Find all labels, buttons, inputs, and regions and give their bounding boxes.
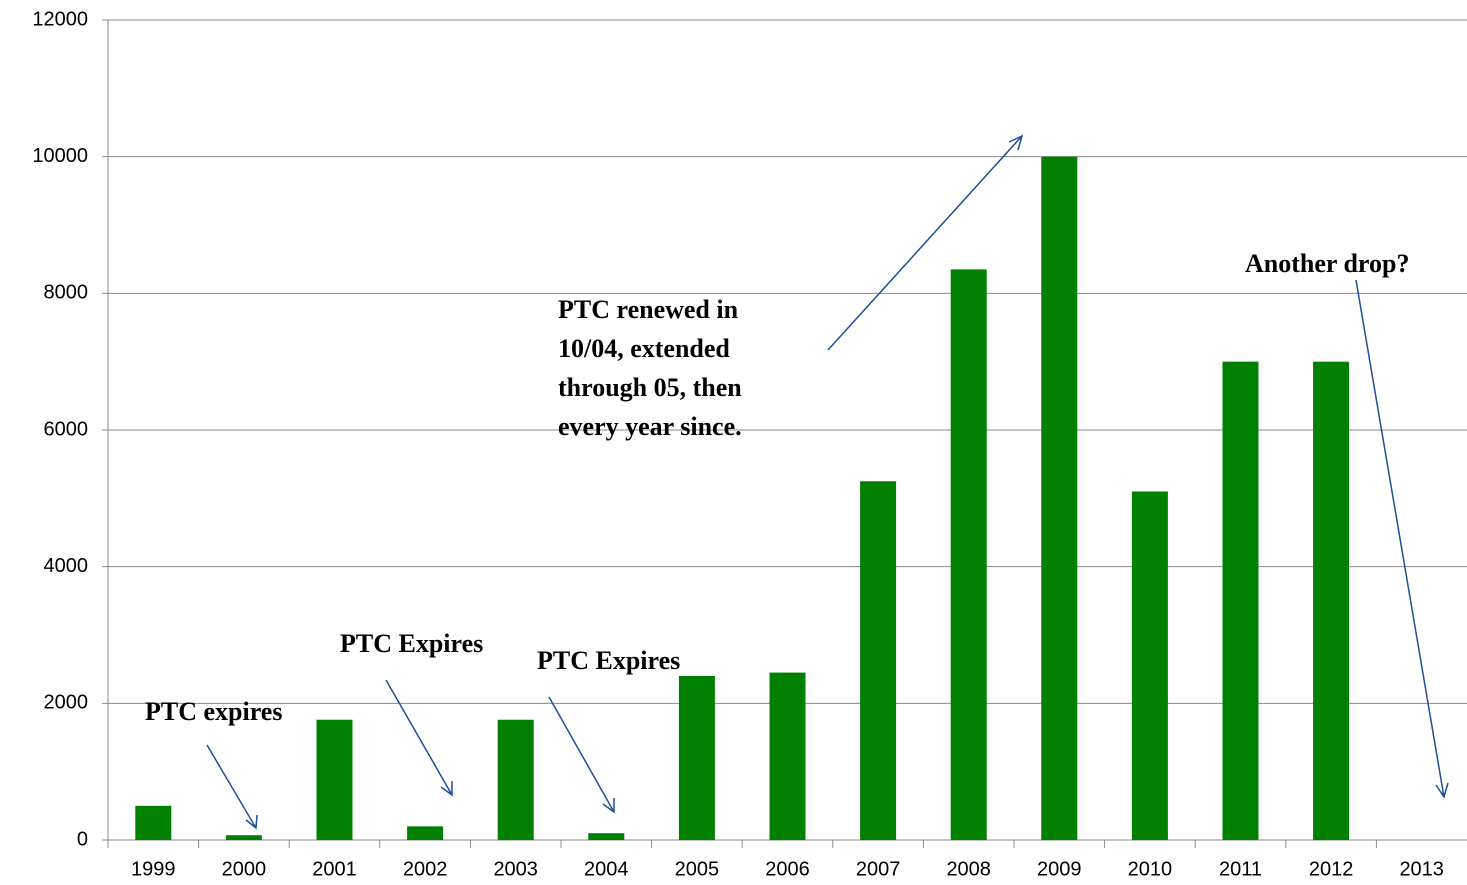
x-tick-label: 2001 bbox=[312, 858, 357, 880]
bar bbox=[316, 719, 353, 840]
bar bbox=[678, 676, 715, 840]
x-tick-label: 2008 bbox=[946, 858, 991, 880]
x-tick-label: 2013 bbox=[1399, 858, 1444, 880]
bar bbox=[1131, 491, 1168, 840]
bar bbox=[1222, 361, 1259, 840]
annotation: Another drop? bbox=[1245, 249, 1409, 278]
y-tick-label: 2000 bbox=[44, 692, 89, 714]
annotation: PTC expires bbox=[145, 697, 282, 726]
annotation: through 05, then bbox=[558, 373, 742, 402]
bar bbox=[225, 835, 262, 840]
bar bbox=[135, 805, 172, 840]
x-tick-label: 2000 bbox=[222, 858, 267, 880]
y-tick-label: 6000 bbox=[44, 418, 89, 440]
bar bbox=[860, 481, 897, 840]
x-tick-label: 2006 bbox=[765, 858, 810, 880]
x-tick-label: 2007 bbox=[856, 858, 901, 880]
y-tick-label: 8000 bbox=[44, 282, 89, 304]
y-tick-label: 12000 bbox=[32, 8, 88, 30]
x-tick-label: 2009 bbox=[1037, 858, 1082, 880]
annotation: PTC Expires bbox=[340, 629, 483, 658]
arrow bbox=[206, 744, 258, 830]
y-tick-label: 0 bbox=[77, 828, 88, 850]
x-tick-label: 2010 bbox=[1128, 858, 1173, 880]
x-tick-label: 1999 bbox=[131, 858, 176, 880]
annotation: PTC Expires bbox=[537, 646, 680, 675]
arrow bbox=[827, 134, 1024, 351]
arrow bbox=[1355, 279, 1449, 799]
x-tick-label: 2002 bbox=[403, 858, 448, 880]
bar bbox=[769, 672, 806, 840]
x-tick-label: 2004 bbox=[584, 858, 629, 880]
annotation: PTC renewed in bbox=[558, 295, 739, 324]
arrows bbox=[206, 134, 1449, 830]
bar bbox=[1313, 361, 1350, 840]
annotation: 10/04, extended bbox=[558, 334, 730, 363]
annotation: every year since. bbox=[558, 412, 742, 441]
bar bbox=[588, 833, 625, 840]
y-tick-label: 4000 bbox=[44, 555, 89, 577]
y-tick-label: 10000 bbox=[32, 145, 88, 167]
bar bbox=[407, 826, 444, 840]
bar bbox=[497, 719, 534, 840]
x-tick-label: 2011 bbox=[1219, 858, 1262, 880]
x-tick-label: 2012 bbox=[1309, 858, 1354, 880]
arrow bbox=[385, 679, 453, 797]
x-tick-label: 2005 bbox=[675, 858, 720, 880]
x-tick-label: 2003 bbox=[493, 858, 538, 880]
bar bbox=[950, 269, 987, 841]
bar bbox=[1041, 156, 1078, 840]
arrow bbox=[548, 696, 615, 814]
